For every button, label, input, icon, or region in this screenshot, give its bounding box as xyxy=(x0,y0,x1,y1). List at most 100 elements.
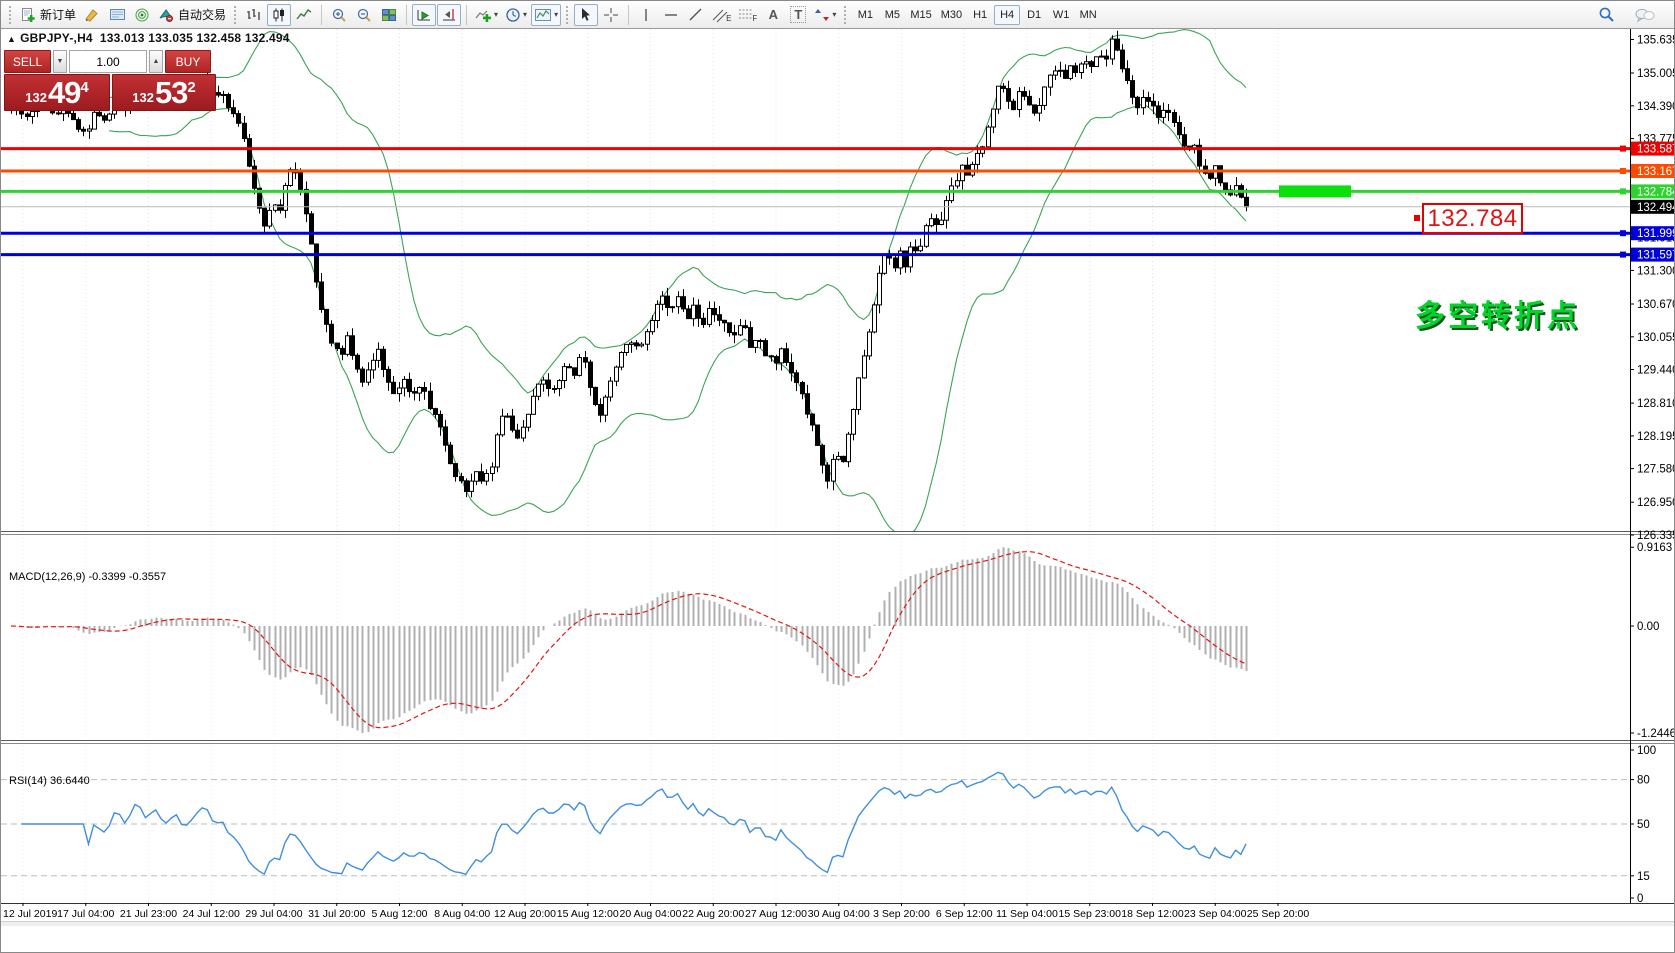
arrows-button[interactable]: ▾ xyxy=(811,4,839,26)
toolbar-drag-handle[interactable] xyxy=(844,5,847,24)
trendline-button[interactable] xyxy=(684,4,708,26)
timeframe-h4[interactable]: H4 xyxy=(994,4,1021,25)
timeframe-m5[interactable]: M5 xyxy=(884,8,900,21)
hline-handle[interactable] xyxy=(1620,251,1626,258)
time-axis-label: 12 Jul 2019 xyxy=(3,908,57,920)
autotrading-icon xyxy=(159,8,174,22)
zoom-in-button[interactable] xyxy=(327,4,351,26)
tile-windows-icon xyxy=(382,8,397,21)
chat-button[interactable] xyxy=(1632,4,1658,26)
timeframe-w1[interactable]: W1 xyxy=(1052,8,1070,21)
price-annotation-anchor[interactable] xyxy=(1414,215,1420,221)
time-axis-label: 25 Sep 20:00 xyxy=(1247,908,1310,920)
search-button[interactable] xyxy=(1594,4,1618,26)
new-order-button[interactable]: 新订单 xyxy=(17,4,79,26)
axis-price-box xyxy=(1631,199,1674,214)
main-chart-canvas[interactable]: 136.250135.635135.005134.390133.775131.3… xyxy=(1,1,1675,926)
chinese-annotation-label[interactable]: 多空转折点 xyxy=(1415,300,1580,333)
vertical-line-button[interactable] xyxy=(634,4,658,26)
buy-price-main: 53 xyxy=(154,75,188,110)
cursor-icon xyxy=(582,8,591,21)
timeframe-m15[interactable]: M15 xyxy=(910,8,932,21)
chat-icon xyxy=(1635,8,1655,22)
price-tick-label: 135.005 xyxy=(1637,68,1675,80)
text-button[interactable]: A xyxy=(761,4,785,26)
tile-windows-button[interactable] xyxy=(377,4,401,26)
signals-button[interactable] xyxy=(130,4,154,26)
candlestick-chart-button[interactable] xyxy=(267,3,292,26)
macd-scale-label: -1.2446 xyxy=(1637,728,1675,740)
buy-price-display[interactable]: 132 53 2 xyxy=(112,74,216,111)
fibonacci-button[interactable]: F xyxy=(735,4,760,26)
timeframe-m1[interactable]: M1 xyxy=(857,8,873,21)
hline-handle[interactable] xyxy=(1620,188,1626,195)
hline-handle[interactable] xyxy=(1620,145,1626,152)
zoom-in-icon xyxy=(332,8,346,22)
metaeditor-button[interactable] xyxy=(80,4,104,26)
channel-icon xyxy=(712,9,728,22)
line-chart-icon xyxy=(296,8,312,19)
window-bottom-strip xyxy=(1,921,1674,926)
signals-icon xyxy=(135,8,149,21)
macd-panel xyxy=(10,547,1248,733)
chart-ohlc-quotes: 133.013 133.035 132.458 132.494 xyxy=(99,31,290,45)
text-label-button[interactable]: T xyxy=(786,4,810,26)
volume-decrease-button[interactable]: ▼ xyxy=(53,50,67,73)
indicators-button[interactable]: ▾ xyxy=(472,4,501,26)
axis-price-box xyxy=(1631,247,1674,262)
terminal-button[interactable] xyxy=(105,4,129,26)
toolbar-drag-handle[interactable] xyxy=(566,5,569,24)
zoom-out-button[interactable] xyxy=(352,4,376,26)
price-tick-label: 134.390 xyxy=(1637,101,1675,113)
auto-scroll-button[interactable] xyxy=(412,3,437,26)
zoom-out-icon xyxy=(357,8,371,22)
main-toolbar: 新订单 自动交易 xyxy=(1,1,1674,29)
toolbar-drag-handle[interactable] xyxy=(234,5,237,24)
price-tick-label: 128.810 xyxy=(1637,398,1675,410)
horizontal-line-button[interactable] xyxy=(659,4,683,26)
chart-shift-button[interactable] xyxy=(437,3,462,26)
bollinger-lower-band xyxy=(109,103,1247,531)
rsi-panel xyxy=(1,771,1630,877)
time-axis-label: 20 Aug 04:00 xyxy=(620,908,682,920)
timeframe-d1[interactable]: D1 xyxy=(1027,8,1042,21)
timeframe-mn[interactable]: MN xyxy=(1079,8,1097,21)
sell-button[interactable]: SELL xyxy=(4,50,51,73)
periods-button[interactable]: ▾ xyxy=(502,4,530,26)
buy-button[interactable]: BUY xyxy=(165,50,211,73)
vertical-line-icon xyxy=(645,8,647,21)
templates-button[interactable]: ▾ xyxy=(531,3,562,26)
trendline-icon xyxy=(689,8,702,20)
sell-price-display[interactable]: 132 49 4 xyxy=(4,74,110,111)
time-axis-label: 5 Aug 12:00 xyxy=(371,908,427,920)
time-axis-label: 30 Aug 04:00 xyxy=(808,908,870,920)
volume-increase-button[interactable]: ▲ xyxy=(149,50,163,73)
time-axis[interactable]: 12 Jul 2019 17 Jul 04:00 21 Jul 23:00 24 Ju… xyxy=(3,903,1309,920)
indicators-icon xyxy=(475,10,492,22)
crosshair-icon xyxy=(604,7,619,22)
rsi-name: RSI(14) xyxy=(9,775,47,787)
price-tick-label: 129.440 xyxy=(1637,365,1675,377)
line-chart-button[interactable] xyxy=(292,4,316,26)
horizontal-line-icon xyxy=(665,13,678,16)
price-annotation-box[interactable]: 132.784 xyxy=(1422,203,1523,234)
timeframe-m30[interactable]: M30 xyxy=(940,8,963,21)
auto-scroll-icon xyxy=(417,9,431,20)
hline-handle[interactable] xyxy=(1620,168,1626,174)
bar-chart-button[interactable] xyxy=(242,4,266,26)
time-axis-label: 22 Aug 20:00 xyxy=(682,908,744,920)
channel-button[interactable]: E xyxy=(709,4,734,26)
autotrading-button[interactable]: 自动交易 xyxy=(155,4,229,26)
hline-handle[interactable] xyxy=(1620,230,1626,237)
channel-sub-label: E xyxy=(726,14,732,23)
cursor-button[interactable] xyxy=(574,3,599,26)
highlight-rect[interactable] xyxy=(1279,185,1351,198)
time-axis-label: 31 Jul 20:00 xyxy=(308,908,365,920)
axis-price-box xyxy=(1631,141,1674,156)
timeframe-h1[interactable]: H1 xyxy=(973,8,988,21)
toolbar-drag-handle[interactable] xyxy=(9,5,12,24)
volume-input[interactable]: 1.00 xyxy=(69,50,147,73)
rsi-scale-label: 0 xyxy=(1637,893,1643,905)
macd-scale-label: 0.9163 xyxy=(1637,542,1672,554)
crosshair-button[interactable] xyxy=(599,4,623,26)
